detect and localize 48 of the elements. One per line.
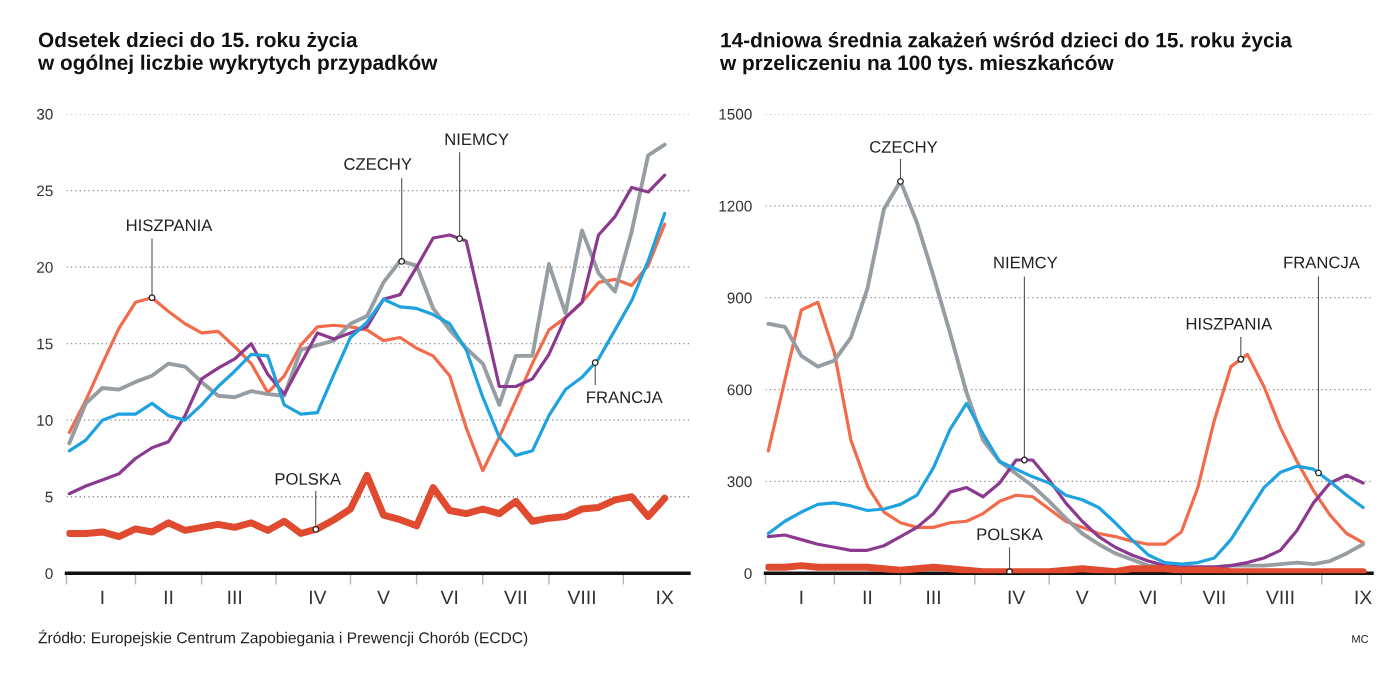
y-tick-label: 25 (37, 185, 53, 197)
x-tick-label: IV (1008, 590, 1026, 605)
x-tick-label: IV (309, 590, 327, 605)
x-tick-label: VIII (1265, 590, 1294, 605)
text: FRANCJA (1284, 256, 1360, 269)
x-tick-label: III (927, 590, 940, 605)
series-label: POLSKA (275, 473, 342, 485)
x-tick-label: VII (504, 590, 526, 605)
text: HISZPANIA (126, 219, 213, 232)
x-tick-label: I (800, 590, 803, 605)
x-tick-label: VI (440, 590, 458, 605)
y-tick-label: 1500 (719, 108, 752, 120)
y-tick-label: 0 (45, 568, 53, 579)
y-tick-label: 5 (45, 491, 53, 503)
text: MC (1352, 635, 1369, 643)
text: CZECHY (344, 158, 412, 170)
x-tick-label: VI (1139, 590, 1156, 605)
series-label: FRANCJA (587, 391, 663, 404)
x-tick-label: V (1075, 590, 1089, 605)
x-tick-label: VII (1202, 590, 1225, 605)
x-tick-label: IX (657, 590, 674, 605)
y-tick-label: 10 (37, 415, 53, 426)
y-tick-label: 900 (727, 292, 752, 304)
line-series (67, 173, 667, 496)
y-tick-label: 20 (37, 261, 53, 273)
x-tick-label: VIII (567, 590, 595, 605)
text: NIEMCY (994, 256, 1058, 269)
chart-title: 14-dniowa średnia zakażeń wśród dzieci do 15. roku życia w przeliczeniu na 100 tys. mieszkańców (719, 32, 1293, 75)
y-tick-label: 1200 (719, 200, 752, 212)
chart-title: Odsetek dzieci do 15. roku życia w ogólnej liczbie wykrytych przypadków (37, 32, 438, 75)
x-tick-label: V (377, 590, 390, 605)
x-tick-label: II (863, 590, 872, 605)
text: HISZPANIA (1186, 317, 1273, 330)
line-series (766, 300, 1365, 546)
x-tick-label: II (164, 590, 173, 605)
text: NIEMCY (445, 133, 509, 146)
y-tick-label: 15 (37, 338, 53, 350)
y-tick-label: 0 (744, 568, 752, 579)
y-tick-label: 600 (727, 384, 752, 396)
series-label: CZECHY (870, 141, 938, 153)
series-label: POLSKA (977, 528, 1043, 541)
x-tick-label: III (228, 590, 242, 605)
line-series (766, 401, 1365, 566)
y-tick-label: 30 (36, 108, 53, 120)
x-tick-label: IX (1355, 590, 1372, 605)
x-tick-label: I (101, 590, 104, 605)
text: Źródło: Europejskie Centrum Zapobiegania i Prewencji Chorób (ECDC) (38, 629, 528, 647)
y-tick-label: 300 (727, 476, 752, 488)
